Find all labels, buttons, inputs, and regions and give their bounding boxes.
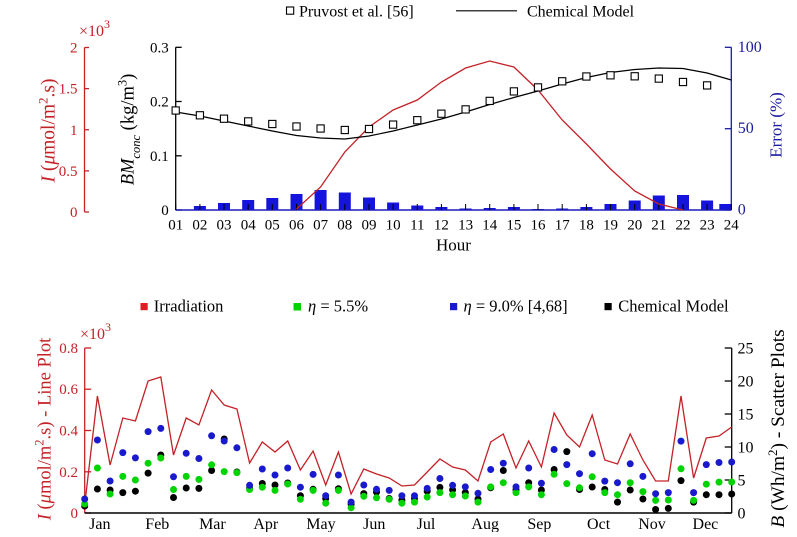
svg-text:10: 10 [738, 440, 754, 457]
svg-text:10: 10 [386, 218, 401, 234]
svg-text:50: 50 [738, 120, 754, 137]
svg-text:0.5: 0.5 [59, 164, 78, 180]
svg-text:0.2: 0.2 [150, 95, 169, 111]
svg-text:0.2: 0.2 [59, 465, 78, 481]
svg-text:×103: ×103 [79, 17, 110, 40]
svg-text:08: 08 [337, 218, 352, 234]
svg-text:Apr: Apr [253, 516, 279, 532]
svg-text:1: 1 [70, 123, 78, 139]
svg-text:Oct: Oct [587, 516, 611, 532]
svg-text:5: 5 [738, 473, 746, 490]
svg-text:Mar: Mar [199, 516, 226, 532]
svg-text:02: 02 [192, 218, 207, 234]
svg-text:04: 04 [241, 218, 257, 234]
svg-text:B (Wh/m2) - Scatter Plots: B (Wh/m2) - Scatter Plots [765, 329, 789, 527]
svg-text:Chemical Model: Chemical Model [618, 297, 729, 316]
svg-text:0: 0 [738, 202, 746, 219]
svg-text:22: 22 [676, 218, 691, 234]
svg-text:23: 23 [700, 218, 715, 234]
svg-text:0.3: 0.3 [150, 40, 169, 56]
svg-text:I (μmol/m2.s) - Line Plot: I (μmol/m2.s) - Line Plot [33, 337, 56, 521]
svg-text:16: 16 [531, 218, 547, 234]
svg-text:18: 18 [579, 218, 594, 234]
svg-text:0.8: 0.8 [59, 341, 78, 357]
svg-text:0.6: 0.6 [59, 382, 78, 398]
svg-text:07: 07 [313, 218, 329, 234]
svg-text:19: 19 [603, 218, 618, 234]
svg-text:25: 25 [738, 341, 754, 358]
svg-text:09: 09 [362, 218, 377, 234]
svg-text:Error (%): Error (%) [767, 92, 786, 158]
svg-text:η = 9.0% [4,68]: η = 9.0% [4,68] [464, 297, 568, 316]
svg-text:17: 17 [555, 218, 571, 234]
svg-text:05: 05 [265, 218, 280, 234]
svg-text:15: 15 [506, 218, 521, 234]
svg-text:15: 15 [738, 407, 754, 424]
svg-text:0: 0 [161, 203, 169, 219]
svg-text:20: 20 [627, 218, 642, 234]
svg-text:0.4: 0.4 [59, 424, 78, 440]
svg-text:2: 2 [70, 41, 78, 57]
svg-text:Dec: Dec [693, 516, 719, 532]
svg-text:13: 13 [458, 218, 473, 234]
svg-text:0: 0 [738, 506, 746, 523]
svg-text:01: 01 [168, 218, 183, 234]
svg-text:1.5: 1.5 [59, 82, 78, 98]
svg-text:η = 5.5%: η = 5.5% [308, 297, 368, 316]
svg-text:Sep: Sep [527, 516, 551, 532]
svg-text:11: 11 [410, 218, 424, 234]
svg-text:Hour: Hour [436, 236, 471, 255]
svg-text:Pruvost et al. [56]: Pruvost et al. [56] [299, 4, 414, 21]
svg-text:Jul: Jul [417, 516, 436, 532]
svg-text:03: 03 [217, 218, 232, 234]
svg-text:BMconc (kg/m3): BMconc (kg/m3) [116, 74, 144, 186]
svg-text:Chemical Model: Chemical Model [527, 4, 635, 21]
svg-text:Nov: Nov [638, 516, 666, 532]
svg-text:06: 06 [289, 218, 305, 234]
svg-text:12: 12 [434, 218, 449, 234]
svg-text:May: May [306, 516, 335, 532]
svg-text:14: 14 [482, 218, 498, 234]
svg-text:24: 24 [724, 218, 740, 234]
svg-text:Aug: Aug [471, 516, 499, 532]
svg-text:I (μmol/m2.s): I (μmol/m2.s) [36, 78, 60, 183]
svg-text:21: 21 [651, 218, 666, 234]
svg-text:Irradiation: Irradiation [154, 297, 224, 316]
svg-text:20: 20 [738, 374, 754, 391]
svg-text:100: 100 [738, 39, 762, 56]
svg-text:0: 0 [71, 506, 79, 522]
svg-text:×103: ×103 [80, 320, 111, 343]
svg-text:0: 0 [70, 205, 78, 221]
svg-text:0.1: 0.1 [150, 149, 169, 165]
svg-text:Jun: Jun [363, 516, 385, 532]
svg-text:Feb: Feb [145, 516, 169, 532]
svg-text:Jan: Jan [89, 516, 110, 532]
